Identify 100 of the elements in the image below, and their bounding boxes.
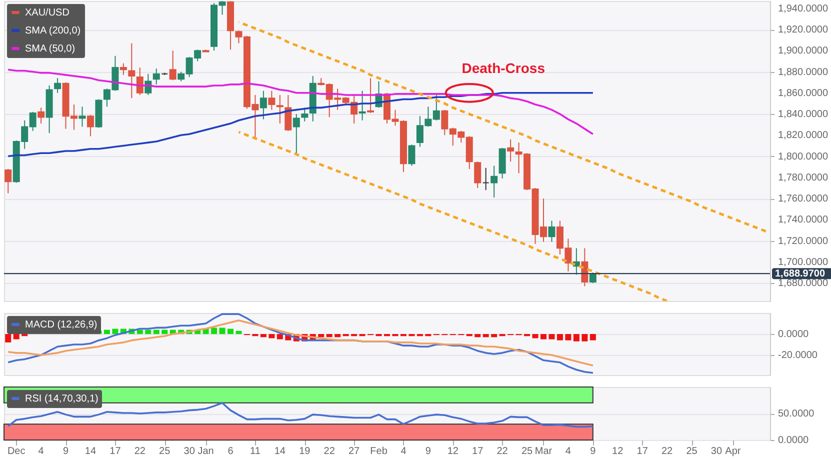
y-tick-label: 1,680.0000	[778, 278, 828, 290]
y-tick-label: 1,800.0000	[778, 151, 828, 162]
x-tick-label: 22	[324, 446, 336, 457]
bar	[236, 330, 242, 334]
candlestick	[292, 114, 300, 155]
bar	[112, 328, 118, 334]
x-tick-label: 11	[250, 446, 261, 457]
bar	[276, 334, 283, 340]
candlestick	[120, 62, 127, 76]
bar	[582, 334, 588, 342]
ref-line-label: 1,688.9700	[775, 268, 826, 280]
candlestick	[367, 78, 374, 114]
y-tick-label: 1,740.0000	[778, 214, 828, 226]
bar	[334, 334, 341, 338]
y-tick-label: 1,700.0000	[778, 256, 828, 268]
candlestick	[284, 94, 292, 132]
legend-label: RSI (14,70,30,1)	[25, 394, 98, 404]
x-tick-label: Dec	[7, 446, 26, 457]
candlestick	[474, 161, 482, 188]
x-tick-label: 9	[590, 446, 596, 457]
candlestick	[86, 114, 94, 137]
candlestick	[301, 107, 308, 122]
candlestick	[408, 144, 416, 166]
bar	[162, 330, 168, 334]
legend-label: XAU/USD	[25, 8, 70, 18]
x-tick-label: 17	[636, 446, 648, 457]
legend-label: SMA (200,0)	[25, 26, 81, 36]
bar	[482, 334, 489, 338]
x-tick-label: 14	[84, 446, 96, 457]
bar	[491, 334, 498, 338]
bar	[268, 334, 275, 338]
x-tick-label: 25	[686, 446, 698, 457]
bar	[573, 334, 580, 342]
y-tick-label: 0.0000	[778, 435, 810, 446]
x-tick-label: 30	[710, 446, 722, 457]
y-tick-label: 1,840.0000	[778, 109, 828, 120]
x-tick-label: 22	[496, 446, 508, 457]
candlestick	[169, 50, 176, 81]
x-tick-label: 25	[521, 446, 534, 457]
candlestick	[358, 90, 366, 121]
bar	[136, 330, 143, 334]
legend-label: MACD (12,26,9)	[25, 320, 98, 330]
x-tick-label: 30	[184, 446, 196, 457]
bar	[260, 334, 266, 338]
bar	[556, 334, 563, 340]
x-tick-label: 4	[38, 446, 44, 457]
candlestick	[136, 67, 144, 96]
x-tick-label: 14	[274, 446, 286, 457]
bar	[540, 334, 546, 340]
x-tick-label: 12	[447, 446, 459, 457]
x-tick-label: 22	[134, 446, 146, 457]
y-tick-label: 1,760.0000	[778, 194, 828, 205]
y-tick-label: -20.0000	[778, 350, 818, 362]
x-tick-label: 9	[425, 446, 432, 457]
x-tick-label: 4	[565, 446, 572, 457]
x-tick-label: 27	[348, 446, 360, 457]
candlestick	[276, 94, 284, 124]
x-tick-label: 25	[159, 446, 171, 457]
x-tick-label: 4	[400, 446, 407, 457]
bar	[318, 334, 324, 338]
candlestick	[268, 90, 276, 110]
candlestick	[38, 107, 45, 124]
x-tick-label: 12	[612, 446, 624, 457]
y-tick-label: 0.0000	[778, 329, 810, 340]
x-tick-label: Jan	[198, 446, 214, 457]
bar	[228, 328, 234, 334]
y-tick-label: 1,860.0000	[778, 88, 828, 99]
x-tick-label: 19	[299, 446, 311, 457]
x-tick-label: 17	[110, 446, 122, 457]
bar	[13, 334, 20, 340]
y-tick-label: 1,880.0000	[778, 66, 828, 78]
legend-label: SMA (50,0)	[25, 44, 76, 54]
bar	[153, 330, 160, 334]
candlestick	[128, 42, 136, 99]
bar	[474, 334, 481, 338]
x-tick-label: Mar	[534, 446, 553, 457]
bar	[5, 334, 12, 342]
candlestick	[78, 106, 86, 128]
y-tick-label: 1,920.0000	[778, 24, 828, 36]
y-tick-label: 1,820.0000	[778, 130, 828, 142]
x-tick-label: 9	[62, 446, 69, 457]
bar	[548, 334, 555, 340]
bar	[104, 330, 110, 334]
bar	[211, 328, 218, 334]
bar	[326, 334, 332, 338]
candlestick	[589, 272, 596, 284]
bar	[565, 334, 572, 340]
y-tick-label: 1,940.0000	[778, 3, 828, 14]
candlestick	[507, 138, 514, 162]
y-tick-label: 1,900.0000	[778, 46, 828, 57]
candlestick	[152, 68, 160, 85]
candlestick	[490, 165, 498, 198]
x-tick-label: Feb	[370, 446, 388, 457]
x-tick-label: 17	[472, 446, 484, 457]
x-tick-label: Apr	[725, 446, 742, 457]
candlestick	[54, 78, 62, 94]
bar	[532, 334, 538, 338]
candlestick	[548, 220, 556, 242]
bar	[145, 330, 152, 334]
candlestick	[260, 90, 267, 120]
